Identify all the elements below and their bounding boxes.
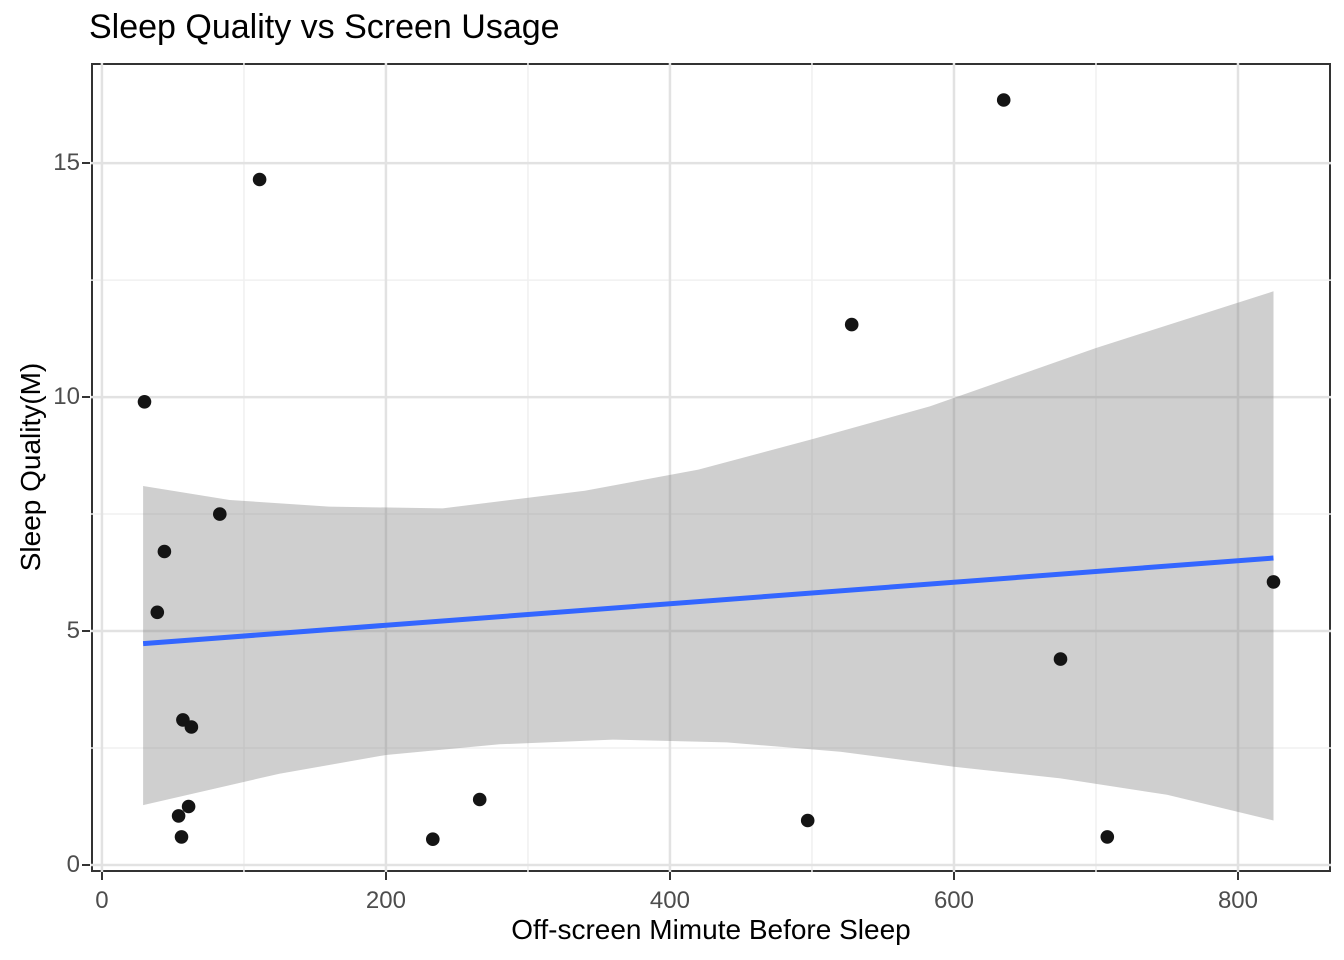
chart-title: Sleep Quality vs Screen Usage (89, 8, 560, 46)
trend-line (142, 555, 1274, 647)
data-point (157, 544, 172, 559)
data-point (213, 507, 227, 521)
data-point (137, 395, 152, 409)
data-point (171, 809, 186, 823)
data-point (1266, 575, 1281, 589)
data-point (1053, 652, 1068, 666)
x-tick-label: 0 (95, 887, 109, 914)
gridlines-minor (91, 63, 1331, 872)
plot-panel (91, 63, 1331, 872)
data-point (472, 792, 487, 807)
data-point (1100, 830, 1115, 844)
y-tick-label: 15 (53, 149, 80, 177)
y-tick-mark (82, 863, 90, 866)
x-tick-mark (952, 872, 955, 880)
data-point (181, 799, 196, 814)
x-tick-mark (668, 872, 671, 880)
confidence-band (143, 291, 1274, 821)
scatter-points (137, 93, 1281, 846)
x-tick-label: 400 (649, 887, 690, 914)
y-axis-title: Sleep Quality(M) (15, 362, 46, 572)
x-tick-label: 200 (365, 887, 406, 914)
data-point (252, 172, 267, 187)
y-tick-label: 5 (66, 617, 80, 645)
data-point (174, 830, 189, 844)
y-tick-label: 10 (53, 383, 80, 411)
y-tick-label: 0 (66, 850, 80, 878)
data-point (150, 605, 165, 620)
x-tick-label: 600 (933, 887, 974, 914)
data-point (426, 832, 440, 846)
data-point (800, 813, 815, 828)
data-point (844, 317, 859, 332)
y-tick-mark (82, 396, 90, 399)
x-tick-mark (1236, 872, 1239, 880)
data-point (996, 93, 1011, 107)
x-tick-mark (384, 872, 387, 880)
y-tick-mark (82, 162, 90, 165)
x-axis-title: Off-screen Mimute Before Sleep (511, 914, 911, 945)
data-point (184, 720, 199, 734)
x-tick-mark (100, 872, 103, 880)
x-tick-label: 800 (1217, 887, 1258, 914)
y-tick-mark (82, 630, 90, 633)
chart-canvas (91, 63, 1331, 872)
